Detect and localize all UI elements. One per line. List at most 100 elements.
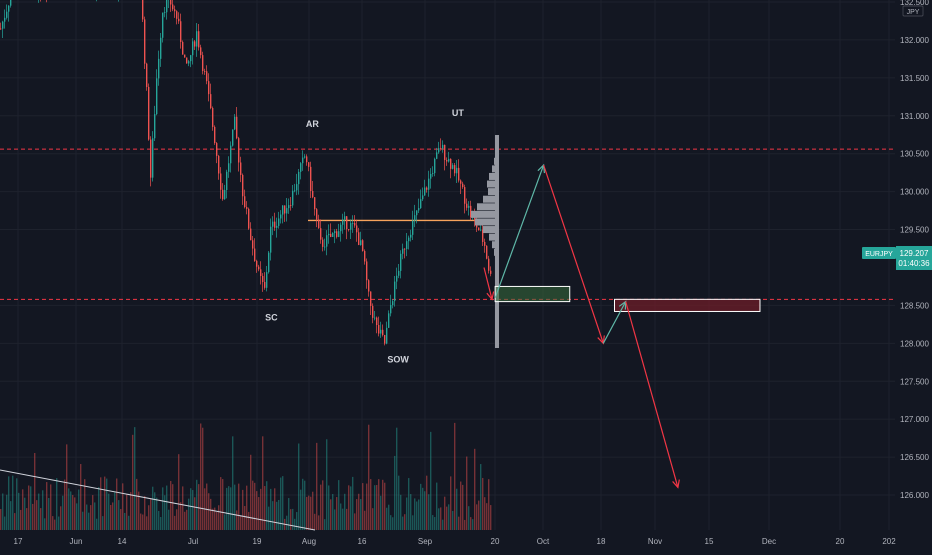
volume-bar [108,493,110,530]
price-tag: 129.207 01:40:36 [896,246,932,270]
volume-bar [398,475,400,530]
volume-bar [206,483,208,530]
profile-bar [495,271,497,279]
candle-body [432,173,434,174]
volume-bar [480,464,482,530]
wyckoff-label-ar: AR [306,119,319,129]
volume-bar [72,495,74,530]
candle-body [236,116,238,139]
candle-body [214,126,216,144]
candle-body [448,158,450,162]
volume-bar [390,515,392,530]
candle-body [276,225,278,228]
candle-body [332,232,334,238]
projection-down-arrow-head [672,479,680,489]
candle-body [250,228,252,241]
candle-body [4,17,6,22]
volume-bar [258,497,260,530]
candle-body [172,4,174,10]
volume-bar [186,509,188,530]
candle-body [166,0,168,13]
candle-body [358,232,360,245]
price-tick-label: 129.500 [900,226,929,235]
volume-bar [288,498,290,530]
volume-bars [0,422,492,530]
volume-bar [168,509,170,530]
profile-bar [488,188,497,196]
volume-bar [232,436,234,530]
candle-body [414,215,416,221]
profile-bar [495,317,497,325]
profile-bar [489,172,497,180]
volume-bar [422,487,424,530]
volume-bar [124,512,126,530]
volume-bar [44,518,46,530]
volume-bar [360,499,362,530]
candle-body [402,248,404,254]
profile-bar [492,165,497,173]
volume-bar [202,427,204,530]
candle-body [336,231,338,237]
volume-bar [154,492,156,530]
candle-body [232,129,234,146]
volume-bar [170,480,172,530]
volume-bar [318,515,320,530]
volume-bar [474,448,476,530]
candle-body [282,205,284,215]
volume-bar [274,488,276,530]
candle-body [364,250,366,262]
price-axis[interactable]: 132.500 132.000 131.500 131.000 130.500 130.0… [900,0,929,500]
candle-body [342,219,344,225]
volume-bar [256,491,258,530]
volume-bar [144,496,146,530]
candle-body [266,272,268,288]
currency-label: JPY [907,9,920,16]
candle-body [196,31,198,47]
wyckoff-labels: AR SC SOW UT [265,108,464,365]
candle-body [230,145,232,164]
volume-bar [430,431,432,530]
volume-bar [264,486,266,530]
volume-bar [148,505,150,530]
volume-bar [80,464,82,530]
volume-bar [20,509,22,530]
candle-body [186,57,188,64]
volume-bar [76,503,78,530]
volume-bar [432,515,434,530]
volume-bar [332,494,334,530]
volume-bar [444,496,446,530]
candle-body [318,219,320,229]
candle-body [406,241,408,250]
volume-bar [244,506,246,530]
time-axis[interactable]: 17 Jun 14 Jul 19 Aug 16 Sep 20 Oct 18 Nov 15 Dec 20 202 [14,537,897,546]
projection-up-arrow [602,301,627,344]
volume-bar [316,442,318,530]
volume-bar [196,479,198,530]
volume-bar [372,508,374,530]
candle-body [348,229,350,230]
volume-bar [30,486,32,530]
volume-bar [156,497,158,530]
volume-bar [350,486,352,530]
candle-body [176,11,178,19]
candle-body [346,216,348,230]
lead-in-arrow-head [486,291,495,301]
volume-bar [132,434,134,530]
volume-bar [222,479,224,530]
volume-bar [198,484,200,530]
candle-body [286,208,288,214]
candle-body [362,240,364,251]
volume-bar [300,489,302,530]
candle-body [194,41,196,47]
candle-body [396,275,398,282]
volume-bar [380,495,382,530]
candle-body [10,0,12,6]
profile-bar [494,248,497,256]
volume-bar [226,487,228,530]
volume-bar [16,478,18,530]
volume-bar [394,455,396,530]
volume-bar [404,514,406,530]
volume-bar [452,510,454,530]
